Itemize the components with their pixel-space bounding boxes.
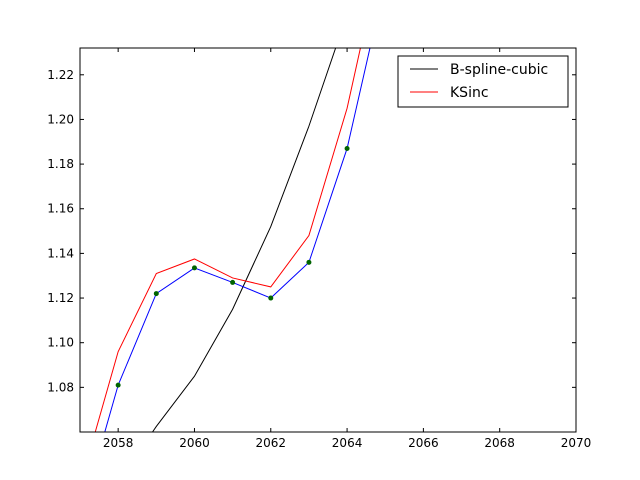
- legend: B-spline-cubic KSinc: [397, 55, 569, 108]
- data-point: [115, 382, 121, 388]
- y-tick-label: 1.10: [47, 336, 74, 350]
- tick-layer: 2058 2060 2062 2064 2066 2068 2070 1.08 1.10 1.12…: [47, 48, 591, 450]
- x-tick-label: 2070: [561, 436, 592, 450]
- x-tick-label: 2060: [179, 436, 210, 450]
- data-point: [153, 291, 159, 297]
- marker-layer: [115, 145, 350, 388]
- legend-label-b-spline-cubic: B-spline-cubic: [450, 62, 548, 78]
- x-tick-label: 2058: [103, 436, 134, 450]
- x-tick-label: 2064: [332, 436, 363, 450]
- y-tick-label: 1.18: [47, 157, 74, 171]
- x-tick-label: 2066: [408, 436, 439, 450]
- x-tick-label: 2068: [484, 436, 515, 450]
- y-tick-label: 1.20: [47, 112, 74, 126]
- y-tick-label: 1.22: [47, 68, 74, 82]
- plot-background: [80, 48, 576, 432]
- data-point: [344, 145, 350, 151]
- plot-frame: [79, 47, 577, 433]
- data-point: [268, 295, 274, 301]
- y-tick-label: 1.14: [47, 246, 74, 260]
- y-tick-label: 1.12: [47, 291, 74, 305]
- series-line-b-spline-cubic: [152, 48, 337, 432]
- y-tick-label: 1.16: [47, 202, 74, 216]
- data-point: [230, 279, 236, 285]
- x-tick-label: 2062: [255, 436, 286, 450]
- legend-frame: [397, 55, 569, 108]
- y-tick-label: 1.08: [47, 380, 74, 394]
- series-line-ksinc: [94, 48, 361, 432]
- data-point: [191, 265, 197, 271]
- legend-label-ksinc: KSinc: [450, 85, 489, 101]
- data-point: [306, 259, 312, 265]
